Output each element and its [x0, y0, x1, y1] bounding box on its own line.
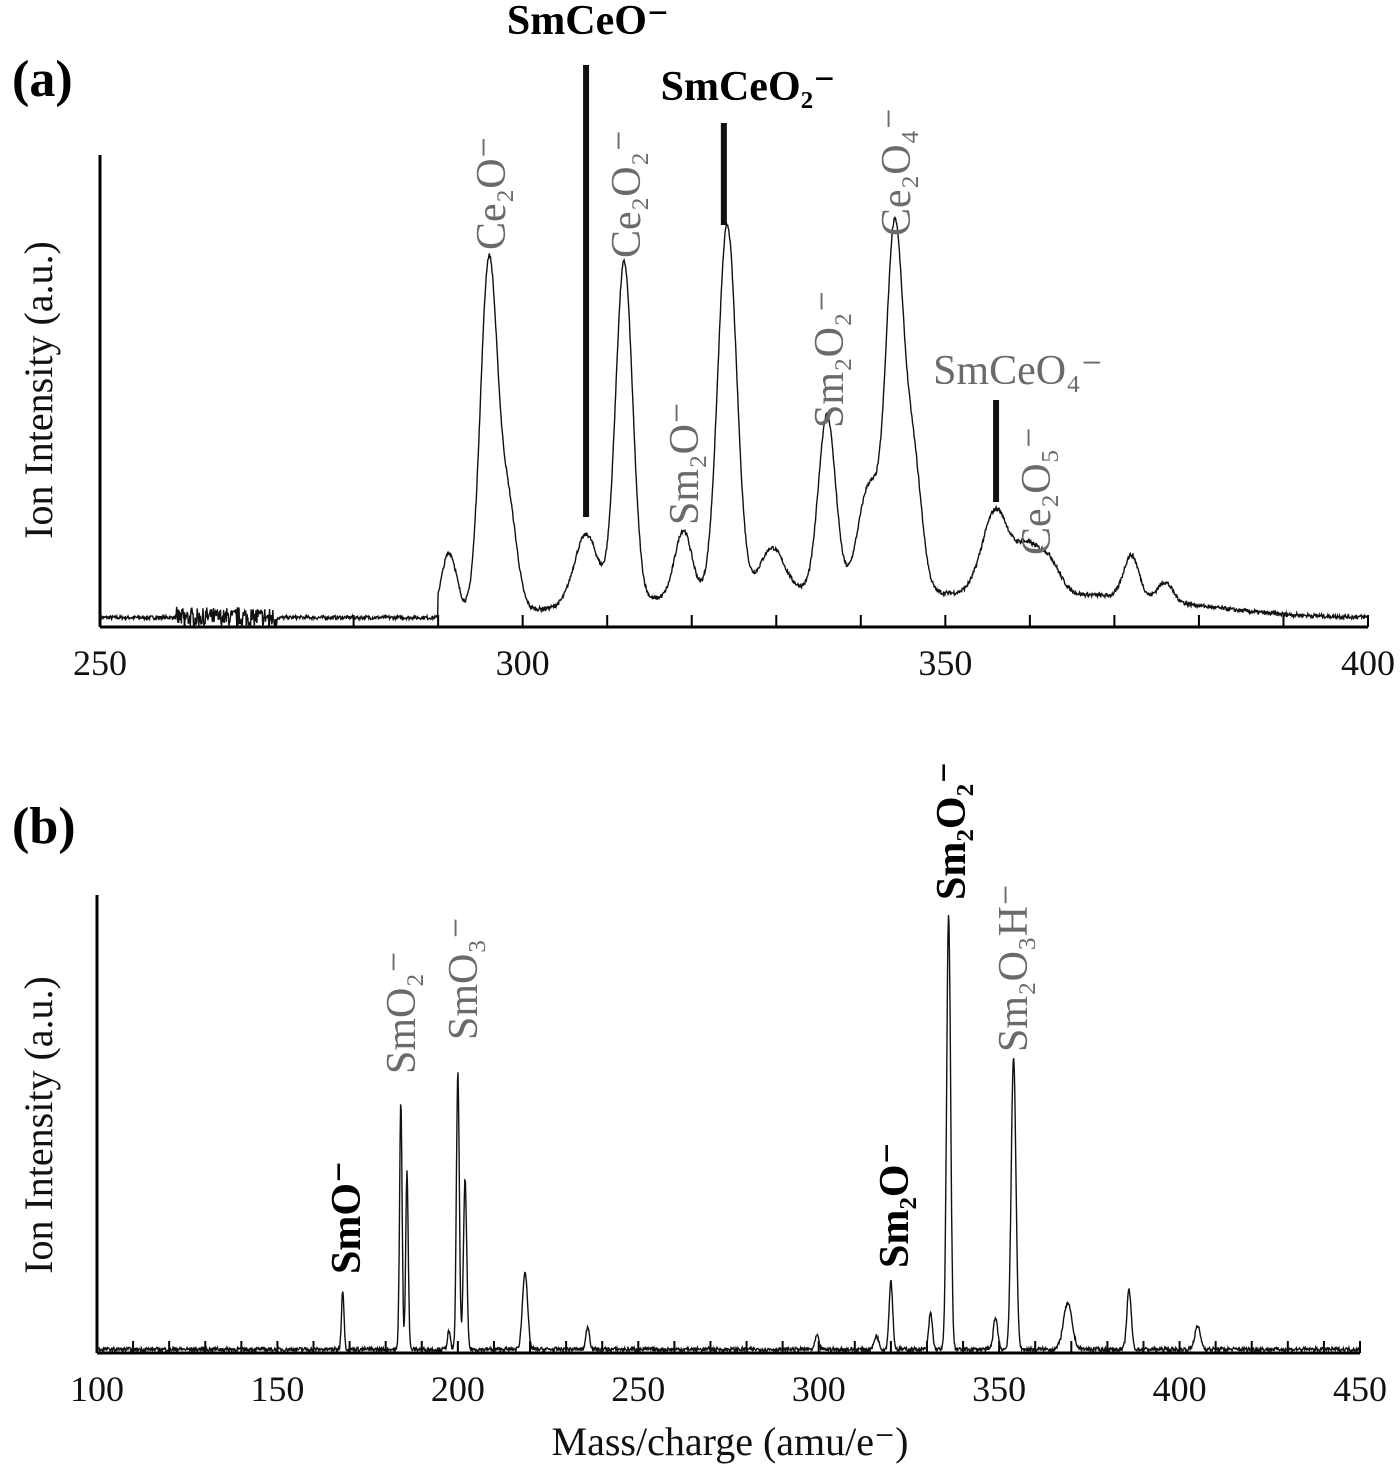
- x-tick-label: 350: [972, 1369, 1026, 1409]
- peak-label-ce2o: Ce₂O⁻: [469, 136, 515, 250]
- spectrum-trace: [96, 915, 1361, 1355]
- peak-label-sm2o-b: Sm₂O⁻: [872, 1142, 918, 1268]
- peak-label-smo2: SmO₂⁻: [379, 951, 425, 1074]
- peak-label-sm2o2: Sm₂O₂⁻: [807, 290, 853, 428]
- x-tick-label: 300: [496, 643, 550, 683]
- panel-b-y-axis-title: Ion Intensity (a.u.): [16, 976, 61, 1274]
- x-tick-label: 350: [918, 643, 972, 683]
- peak-label-sm2o3h: Sm₂O₃H⁻: [991, 884, 1037, 1052]
- peak-label-ce2o2: Ce₂O₂⁻: [604, 130, 650, 258]
- panel-b-plot: 100 150 200 250 300 350 400 450: [70, 895, 1387, 1409]
- x-tick-label: 150: [250, 1369, 304, 1409]
- marker-label-smceo2: SmCeO₂⁻: [661, 64, 836, 110]
- panel-a-label: (a): [12, 51, 73, 108]
- panel-b-label: (b): [12, 798, 76, 855]
- peak-label-ce2o5: Ce₂O₅⁻: [1014, 427, 1060, 555]
- panel-a-y-axis-title: Ion Intensity (a.u.): [16, 241, 61, 539]
- x-axis-title: Mass/charge (amu/e⁻): [552, 1419, 909, 1464]
- peak-label-smo3: SmO₃⁻: [441, 917, 487, 1040]
- x-tick-label: 450: [1333, 1369, 1387, 1409]
- peak-label-smo: SmO⁻: [324, 1161, 370, 1274]
- x-tick-label: 250: [611, 1369, 665, 1409]
- x-tick-label: 100: [70, 1369, 124, 1409]
- marker-label-smceo: SmCeO⁻: [507, 0, 669, 44]
- panel-a-plot: 250 300 350 400: [73, 65, 1395, 683]
- peak-label-sm2o2-b: Sm₂O₂⁻: [929, 762, 975, 900]
- x-tick-label: 200: [431, 1369, 485, 1409]
- x-tick-label: 400: [1153, 1369, 1207, 1409]
- marker-label-smceo4: SmCeO₄⁻: [933, 348, 1103, 394]
- spectrum-trace: [99, 215, 1369, 628]
- x-tick-label: 400: [1341, 643, 1395, 683]
- peak-label-ce2o4: Ce₂O₄⁻: [874, 108, 920, 236]
- peak-label-sm2o: Sm₂O⁻: [662, 402, 708, 525]
- x-tick-label: 250: [73, 643, 127, 683]
- x-tick-label: 300: [792, 1369, 846, 1409]
